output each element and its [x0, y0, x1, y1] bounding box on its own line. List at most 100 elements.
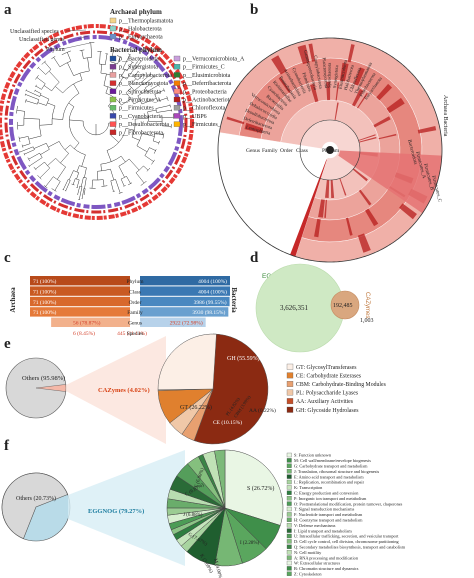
tree-arc — [70, 144, 86, 156]
cog-label-i: I (2.28%) — [240, 541, 259, 546]
tree-arc — [73, 70, 90, 76]
tree-branch — [28, 135, 42, 140]
tree-arc — [21, 144, 24, 148]
tree-branch — [120, 156, 126, 163]
legend-swatch — [286, 458, 292, 463]
sunburst-segment — [399, 203, 417, 220]
legend-label: S: Function unknown — [294, 453, 332, 458]
sunburst-segment — [358, 189, 372, 206]
overlap-count: 192,485 — [333, 303, 353, 309]
tree-branch — [118, 166, 125, 178]
bacteria-bar-label: 3930 (98.15%) — [192, 309, 225, 316]
tree-branch — [157, 97, 168, 102]
tree-arc — [136, 61, 139, 63]
tree-branch — [19, 136, 29, 139]
tree-arc — [53, 176, 61, 182]
tree-branch — [48, 141, 60, 148]
tree-arc — [79, 185, 83, 187]
tree-branch — [136, 145, 148, 153]
ring-label-genus: Unclassified genus — [19, 36, 65, 43]
tree-arc — [34, 89, 36, 92]
tree-branch — [120, 178, 125, 187]
tree-arc — [41, 60, 47, 65]
tree-branch — [117, 56, 121, 65]
tree-branch — [115, 179, 121, 194]
cazyme-slice-gh — [193, 333, 269, 445]
tree-branch — [43, 85, 52, 92]
tree-branch — [67, 52, 72, 62]
sunburst-major-wedge — [338, 150, 442, 214]
legend-swatch — [109, 72, 117, 78]
ring-label-b-order: Order — [280, 148, 293, 154]
ring-label-b-phylum: Phylum — [322, 148, 340, 154]
tree-branch — [48, 70, 60, 83]
tree-branch — [90, 42, 92, 58]
tree-branch — [87, 57, 90, 72]
tree-arc — [140, 60, 142, 62]
legend-label: p__Chloroflexota — [183, 105, 226, 112]
tree-branch — [36, 77, 46, 84]
legend-swatch — [173, 105, 181, 111]
legend-swatch — [286, 474, 292, 479]
legend-label: W: Extracellular structures — [294, 561, 340, 566]
legend-swatch — [109, 17, 117, 24]
bacteria-bar-label: 445 (11.11%) — [117, 330, 147, 337]
tree-branch — [52, 118, 63, 120]
tree-arc — [75, 178, 80, 181]
tree-arc — [35, 74, 39, 80]
legend-swatch — [286, 539, 292, 544]
tree-branch — [38, 67, 46, 75]
legend-swatch — [109, 121, 117, 127]
tree-arc — [157, 83, 160, 87]
legend-swatch — [173, 121, 181, 127]
panel-c: c Archaea Bacteria 71 (100%) 4004 (100%) P… — [4, 250, 238, 338]
sunburst-segment — [345, 217, 353, 236]
bacteria-bar — [140, 276, 230, 286]
unclassified-species-ring — [0, 24, 194, 220]
sunburst-segment — [244, 122, 264, 134]
others-label: Others (95.98%) — [22, 375, 65, 382]
legend-label: U: Intracellular trafficking, secretion,… — [294, 534, 399, 540]
legend-swatch — [286, 533, 292, 539]
cazymes-legend: GT: GlycosylTransferases CE: Carbohydrate… — [286, 364, 387, 414]
archaea-bar — [30, 286, 130, 296]
legend-swatch — [109, 80, 117, 86]
tree-arc — [111, 50, 116, 52]
gh-label: GH (55.59%) — [227, 355, 260, 362]
tree-branch — [134, 83, 143, 91]
tree-branch — [33, 143, 47, 149]
legend-swatch — [286, 496, 292, 501]
legend-label: C: Energy production and conversion — [294, 491, 359, 496]
bacteria-bar — [140, 286, 230, 296]
tree-branch — [84, 167, 87, 178]
sunburst-segment — [278, 77, 291, 94]
archaea-bar-label: 71 (100%) — [33, 299, 57, 306]
tree-branch — [25, 90, 40, 97]
legend-swatch — [173, 80, 181, 86]
sunburst-segment — [334, 102, 339, 121]
sunburst-segment — [357, 233, 371, 253]
tree-branch — [79, 73, 83, 81]
tree-branch — [81, 50, 84, 59]
sunburst-segment — [318, 199, 324, 218]
tree-arc — [120, 176, 127, 180]
tree-arc — [100, 155, 122, 165]
tree-branch — [137, 73, 144, 81]
legend-swatch — [286, 512, 292, 517]
panel-a: a Unclassified species Unclassified genu… — [0, 2, 245, 220]
sunburst-segment — [373, 116, 391, 128]
legend-label: p__Verrucomicrobiota_A — [183, 57, 245, 63]
legend-swatch — [109, 113, 117, 119]
tree-branch — [72, 178, 76, 185]
sunburst-segment — [356, 92, 368, 109]
tree-arc — [82, 120, 110, 136]
bacteria-bar — [140, 328, 151, 338]
legend-label: p__Campylobacterota — [119, 73, 172, 79]
tree-branch — [57, 166, 66, 180]
bacteria-bar — [140, 317, 206, 327]
bacterial-title: Bacterial phylum — [110, 46, 162, 54]
tree-arc — [166, 96, 169, 101]
legend-swatch — [173, 55, 181, 62]
phylogenetic-tree — [16, 42, 174, 200]
legend-swatch — [173, 72, 181, 78]
